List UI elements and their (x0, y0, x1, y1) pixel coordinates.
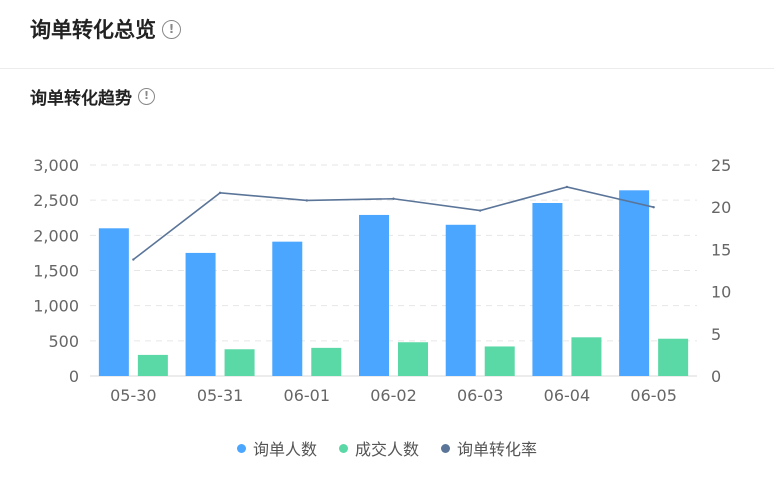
line-point (305, 199, 308, 202)
y-left-tick-label: 2,000 (33, 226, 79, 245)
bar-inquiry (359, 214, 389, 376)
y-right-tick-label: 0 (711, 367, 721, 386)
bar-inquiry (445, 224, 476, 376)
page-title-text: 询单转化总览 (30, 18, 156, 42)
legend-marker (236, 443, 246, 453)
x-tick-label: 06-05 (630, 386, 677, 405)
y-right-tick-label: 5 (711, 325, 721, 344)
x-tick-label: 05-30 (110, 386, 157, 405)
x-tick-label: 06-04 (544, 386, 591, 405)
y-left-tick-label: 3,000 (33, 156, 79, 175)
bar-deal (484, 346, 515, 376)
info-icon[interactable]: ! (162, 19, 181, 39)
legend-label: 询单转化率 (457, 440, 538, 459)
chart-legend: 询单人数 成交人数 询单转化率 (0, 436, 774, 460)
page-header: 询单转化总览 ! (0, 0, 774, 69)
info-icon[interactable]: ! (138, 88, 155, 105)
y-right-tick-label: 15 (711, 240, 731, 259)
y-right-tick-label: 25 (711, 156, 731, 175)
x-tick-label: 06-02 (370, 386, 417, 405)
legend-marker (441, 443, 450, 453)
x-tick-label: 06-01 (284, 386, 331, 405)
x-tick-label: 06-03 (457, 386, 504, 405)
bar-inquiry (272, 241, 303, 376)
legend-item[interactable]: 成交人数 (338, 436, 419, 460)
bar-deal (571, 337, 602, 376)
bar-inquiry (619, 190, 650, 376)
line-point (565, 185, 569, 189)
bar-deal (137, 354, 168, 376)
section-title-text: 询单转化趋势 (30, 89, 132, 109)
bar-deal (658, 338, 689, 376)
x-tick-label: 05-31 (197, 386, 244, 405)
y-left-tick-label: 1,000 (33, 297, 79, 316)
section-title: 询单转化趋势 ! (30, 84, 155, 109)
y-right-tick-label: 10 (711, 283, 731, 302)
y-left-tick-label: 0 (69, 367, 79, 386)
y-left-tick-label: 2,500 (33, 191, 79, 210)
bar-inquiry (185, 252, 216, 376)
legend-label: 成交人数 (354, 440, 419, 459)
line-point (218, 191, 222, 195)
legend-label: 询单人数 (252, 440, 317, 459)
line-point (392, 197, 395, 200)
y-left-tick-label: 500 (48, 332, 79, 351)
line-point (479, 209, 482, 212)
bar-deal (398, 342, 428, 376)
bar-inquiry (98, 228, 129, 376)
page-title: 询单转化总览 ! (30, 14, 181, 44)
y-left-tick-label: 1,500 (33, 262, 79, 281)
line-point (652, 206, 655, 209)
legend-item[interactable]: 询单人数 (236, 436, 317, 460)
bar-deal (224, 349, 255, 376)
bar-deal (311, 347, 342, 376)
legend-item[interactable]: 询单转化率 (441, 436, 537, 460)
line-point (132, 258, 135, 261)
y-right-tick-label: 20 (711, 198, 731, 217)
legend-marker (338, 443, 348, 453)
bar-inquiry (532, 202, 563, 376)
